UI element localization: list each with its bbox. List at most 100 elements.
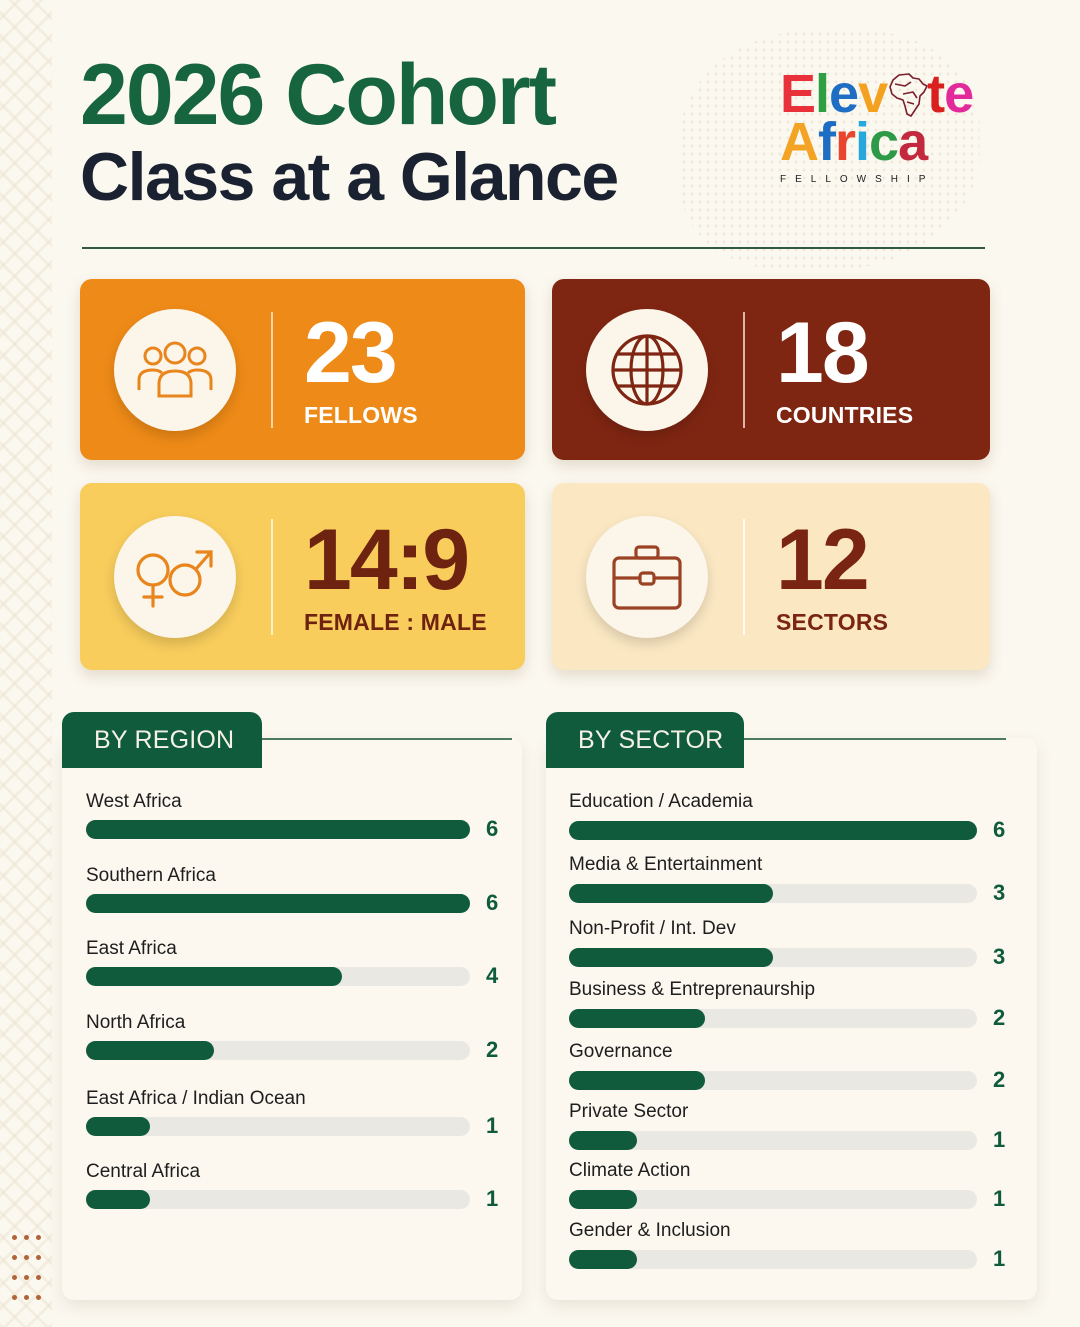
bar-label: Media & Entertainment bbox=[569, 854, 763, 875]
bar-value: 6 bbox=[486, 816, 499, 841]
bar-row: East Africa 4 bbox=[86, 938, 530, 998]
logo-letter: A bbox=[780, 112, 819, 172]
logo-subtitle: FELLOWSHIP bbox=[780, 174, 935, 185]
globe-icon bbox=[611, 333, 683, 406]
bar-value: 2 bbox=[993, 1067, 1006, 1092]
icon-circle bbox=[114, 308, 236, 431]
bar-row: Media & Entertainment 3 bbox=[569, 854, 1037, 914]
elevate-africa-logo: E l e v t e A f r i c a FELLOWSHIP bbox=[780, 64, 1010, 185]
bar-row: North Africa 2 bbox=[86, 1012, 530, 1072]
bar-track bbox=[569, 821, 977, 840]
bar-fill bbox=[569, 1009, 705, 1028]
bar-value: 1 bbox=[486, 1186, 499, 1211]
stat-label: COUNTRIES bbox=[776, 402, 914, 428]
logo-letter: e bbox=[829, 64, 859, 124]
bar-track bbox=[86, 1117, 470, 1136]
bar-fill bbox=[86, 1117, 150, 1136]
logo-letter: a bbox=[898, 112, 928, 172]
bar-track bbox=[86, 820, 470, 839]
icon-circle bbox=[114, 515, 236, 638]
logo-letter: r bbox=[834, 112, 856, 172]
stat-label: FELLOWS bbox=[304, 402, 418, 428]
dotted-map-background bbox=[680, 30, 980, 270]
logo-letter: l bbox=[815, 64, 830, 124]
bar-value: 1 bbox=[993, 1127, 1006, 1152]
bar-track bbox=[569, 884, 977, 903]
bar-label: Education / Academia bbox=[569, 791, 753, 812]
bar-value: 2 bbox=[486, 1037, 499, 1062]
logo-letter: e bbox=[944, 64, 974, 124]
bar-label: East Africa / Indian Ocean bbox=[86, 1088, 306, 1109]
bar-fill bbox=[86, 1041, 214, 1060]
page-title: 2026 Cohort bbox=[80, 47, 557, 143]
bar-fill bbox=[569, 884, 773, 903]
bar-track bbox=[86, 967, 470, 986]
bar-label: Business & Entreprenaurship bbox=[569, 979, 816, 1000]
africa-map-icon bbox=[889, 73, 928, 117]
region-header-line bbox=[260, 738, 512, 740]
card-divider bbox=[271, 518, 273, 635]
bar-value: 1 bbox=[993, 1246, 1006, 1271]
stat-value: 14:9 bbox=[304, 512, 470, 608]
bar-label: Gender & Inclusion bbox=[569, 1220, 731, 1241]
stat-card-countries: 18 COUNTRIES bbox=[552, 279, 990, 460]
card-divider bbox=[743, 518, 745, 635]
bar-fill bbox=[86, 967, 342, 986]
bar-fill bbox=[569, 1071, 705, 1090]
bar-value: 1 bbox=[486, 1113, 499, 1138]
bar-track bbox=[86, 894, 470, 913]
logo-word-africa: A f r i c a bbox=[780, 112, 1010, 172]
logo-letter: t bbox=[927, 64, 945, 124]
logo-word-elevate: E l e v t e bbox=[780, 64, 1010, 124]
bar-fill bbox=[569, 1131, 637, 1150]
bar-fill bbox=[86, 1190, 150, 1209]
bar-label: Non-Profit / Int. Dev bbox=[569, 918, 736, 939]
bar-fill bbox=[569, 1190, 637, 1209]
stat-card-fellows: 23 FELLOWS bbox=[80, 279, 525, 460]
decorative-dots bbox=[12, 1235, 48, 1301]
bar-label: Private Sector bbox=[569, 1101, 689, 1122]
briefcase-icon bbox=[612, 544, 682, 610]
bar-value: 3 bbox=[993, 880, 1006, 905]
gender-icon bbox=[136, 549, 213, 608]
bar-row: Gender & Inclusion 1 bbox=[569, 1220, 1037, 1280]
card-divider bbox=[743, 311, 745, 428]
card-divider bbox=[271, 311, 273, 428]
bar-fill bbox=[569, 821, 977, 840]
bar-label: Central Africa bbox=[86, 1161, 201, 1182]
stat-card-gender-ratio: 14:9 FEMALE : MALE bbox=[80, 483, 525, 670]
bar-row: West Africa 6 bbox=[86, 791, 530, 851]
bar-label: Governance bbox=[569, 1041, 673, 1062]
bar-fill bbox=[569, 1250, 637, 1269]
bar-row: Business & Entreprenaurship 2 bbox=[569, 979, 1037, 1039]
bar-track bbox=[569, 1190, 977, 1209]
bar-value: 1 bbox=[993, 1186, 1006, 1211]
bar-fill bbox=[569, 948, 773, 967]
bar-label: West Africa bbox=[86, 791, 182, 812]
bar-track bbox=[86, 1190, 470, 1209]
bar-value: 6 bbox=[486, 890, 499, 915]
people-group-icon bbox=[137, 341, 213, 397]
bar-row: Climate Action 1 bbox=[569, 1160, 1037, 1220]
sector-header-line bbox=[744, 738, 1006, 740]
bar-fill bbox=[86, 820, 470, 839]
bar-value: 6 bbox=[993, 817, 1006, 842]
bar-track bbox=[569, 1071, 977, 1090]
stat-value: 23 bbox=[304, 305, 398, 401]
logo-letter: E bbox=[780, 64, 816, 124]
bar-track bbox=[86, 1041, 470, 1060]
bar-value: 3 bbox=[993, 944, 1006, 969]
bar-label: East Africa bbox=[86, 938, 177, 959]
bar-fill bbox=[86, 894, 470, 913]
bar-row: Education / Academia 6 bbox=[569, 791, 1037, 851]
icon-circle bbox=[586, 308, 708, 431]
icon-circle bbox=[586, 515, 708, 638]
stat-label: FEMALE : MALE bbox=[304, 609, 487, 635]
bar-row: Governance 2 bbox=[569, 1041, 1037, 1101]
bar-row: Southern Africa 6 bbox=[86, 865, 530, 925]
bar-track bbox=[569, 1009, 977, 1028]
bar-track bbox=[569, 1250, 977, 1269]
sector-panel-title: BY SECTOR bbox=[546, 712, 744, 768]
bar-track bbox=[569, 948, 977, 967]
bar-label: Climate Action bbox=[569, 1160, 691, 1181]
